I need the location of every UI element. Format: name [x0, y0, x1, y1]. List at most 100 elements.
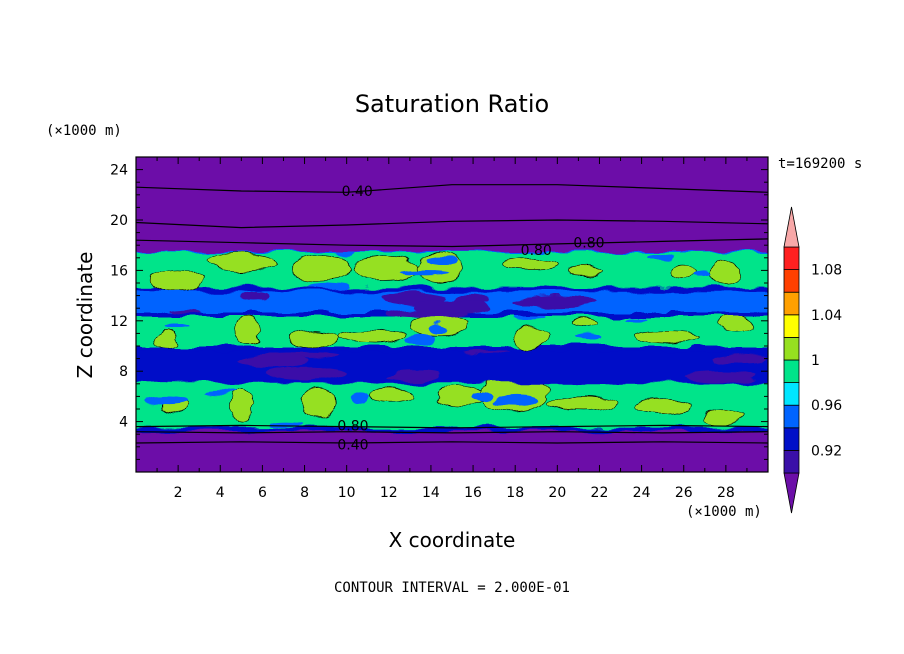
subsaturated-streak	[495, 395, 539, 406]
contour-line	[136, 441, 768, 444]
subsaturated-streak	[205, 389, 239, 395]
subsaturated-streak	[164, 323, 189, 330]
supersaturated-patch	[352, 257, 419, 282]
y-tick-label: 16	[110, 263, 128, 279]
contour-interval-note: CONTOUR INTERVAL = 2.000E-01	[334, 580, 570, 596]
dry-streak	[238, 291, 269, 302]
band-edge	[136, 379, 768, 384]
supersaturated-patch	[718, 314, 754, 333]
colorbar-swatch	[783, 336, 800, 361]
chart-title: Saturation Ratio	[355, 90, 549, 118]
band-fill	[136, 429, 768, 472]
contour-line	[136, 424, 768, 429]
colorbar-extend-high	[783, 206, 800, 248]
x-tick-label: 14	[422, 485, 440, 501]
supersaturated-patch	[230, 389, 256, 422]
x-tick-label: 16	[464, 485, 482, 501]
supersaturated-patch	[671, 262, 694, 280]
dry-streak	[385, 371, 441, 381]
x-tick-label: 4	[216, 485, 225, 501]
contour-line	[136, 431, 768, 434]
field-band	[136, 247, 768, 293]
supersaturated-patch	[287, 329, 340, 347]
colorbar-swatch	[783, 427, 800, 451]
contour-label: 0.80	[521, 243, 552, 259]
x-tick-label: 8	[300, 485, 309, 501]
y-axis-label: Z coordinate	[73, 252, 97, 379]
colorbar-swatch	[783, 404, 800, 429]
contour-line	[136, 238, 768, 248]
subsaturated-streak	[624, 317, 647, 322]
contour-label: 0.40	[337, 437, 368, 453]
supersaturated-patch	[547, 397, 618, 411]
y-tick-label: 24	[110, 163, 128, 179]
time-label: t=169200 s	[778, 156, 862, 172]
dry-streak	[267, 366, 347, 381]
colorbar-swatch	[783, 246, 800, 271]
supersaturated-patch	[338, 329, 406, 344]
y-tick-label: 12	[110, 314, 128, 330]
x-tick-label: 2	[174, 485, 183, 501]
x-tick-label: 22	[591, 485, 609, 501]
band-edge	[136, 346, 768, 351]
colorbar-swatch	[783, 382, 800, 406]
subsaturated-streak	[407, 333, 436, 346]
contour-label: 0.80	[573, 236, 604, 252]
subsaturated-streak	[270, 420, 304, 427]
colorbar-swatch	[783, 269, 800, 293]
field-band	[136, 377, 768, 432]
contour-labels: 0.40 0.80 0.80 0.80 0.40	[337, 184, 604, 453]
band-edge	[136, 427, 768, 432]
field-band	[136, 345, 768, 384]
colorbar-label: 1.04	[811, 308, 842, 324]
subsaturated-streak	[691, 270, 711, 276]
contour-label: 0.40	[342, 184, 373, 200]
supersaturated-patch	[503, 257, 560, 270]
subsaturated-streak	[400, 269, 449, 275]
band-edge	[136, 287, 768, 292]
y-tick-label: 8	[119, 364, 128, 380]
field-band	[136, 157, 768, 252]
subsaturated-streak	[310, 282, 348, 290]
subsaturated-streak	[646, 254, 675, 262]
x-tick-label: 10	[338, 485, 356, 501]
subsaturated-streak	[429, 323, 447, 334]
subsaturated-streak	[470, 392, 493, 403]
x-axis-ticks: 2 4 6 8 10 12 14 16 18 20 22 24 26 28	[156, 157, 748, 501]
dry-streak	[712, 354, 767, 364]
x-axis-label: X coordinate	[389, 528, 516, 552]
colorbar-extend-low	[783, 472, 800, 514]
supersaturated-patch	[155, 331, 177, 348]
subsaturated-streak	[145, 396, 187, 406]
colorbar-label: 1.08	[811, 263, 842, 279]
dry-streak	[168, 309, 202, 314]
supersaturated-patch	[635, 398, 692, 415]
dry-streak	[685, 371, 759, 382]
supersaturated-patch	[566, 266, 604, 276]
band-fill	[136, 348, 768, 382]
field-band	[136, 311, 768, 351]
colorbar-label: 0.96	[811, 398, 842, 414]
contour-line	[136, 184, 768, 193]
x-tick-label: 26	[675, 485, 693, 501]
supersaturated-patch	[300, 388, 336, 418]
colorbar-swatch	[783, 314, 800, 338]
subsaturated-streak	[427, 256, 458, 266]
supersaturated-patch	[207, 252, 279, 273]
heatmap-field	[136, 157, 768, 472]
dry-streak	[412, 300, 489, 314]
supersaturated-patch	[235, 316, 261, 345]
supersaturated-patch	[702, 409, 747, 425]
dry-streak	[237, 355, 307, 368]
contour-lines	[136, 184, 768, 444]
colorbar-swatch	[783, 291, 800, 316]
supersaturated-patch	[149, 266, 204, 293]
contour-line	[136, 219, 768, 229]
supersaturated-patch	[290, 255, 351, 281]
y-tick-label: 20	[110, 213, 128, 229]
x-tick-label: 12	[380, 485, 398, 501]
supersaturated-patch	[635, 331, 700, 343]
contour-label: 0.80	[337, 418, 368, 434]
colorbar: 0.92 0.96 1 1.04 1.08	[783, 206, 842, 514]
